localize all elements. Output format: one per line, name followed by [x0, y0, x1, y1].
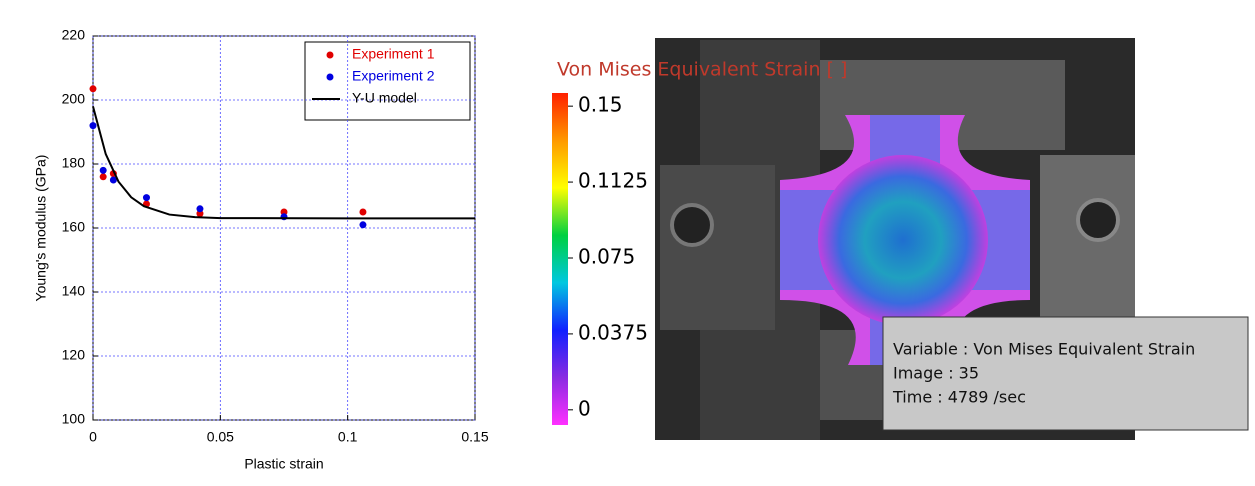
- x-tick-label: 0.1: [338, 429, 358, 445]
- info-line: Image : 35: [893, 364, 979, 383]
- data-point: [196, 205, 204, 213]
- legend-swatch: [326, 73, 334, 81]
- colorbar-tick-label: 0.075: [578, 244, 635, 268]
- y-axis-label: Young's modulus (GPa): [33, 155, 49, 302]
- y-tick-label: 120: [62, 347, 86, 363]
- grip: [660, 165, 775, 330]
- data-point: [99, 173, 107, 181]
- data-point: [99, 166, 107, 174]
- y-tick-label: 200: [62, 91, 86, 107]
- colorbar-tick-label: 0.15: [578, 93, 623, 117]
- data-point: [89, 85, 97, 93]
- specimen-center: [818, 155, 988, 325]
- y-tick-label: 100: [62, 411, 86, 427]
- data-point: [89, 122, 97, 130]
- legend-swatch: [326, 51, 334, 59]
- y-tick-label: 140: [62, 283, 86, 299]
- data-point: [196, 210, 204, 218]
- data-point: [280, 208, 288, 216]
- y-tick-label: 220: [62, 27, 86, 43]
- x-tick-label: 0: [89, 429, 97, 445]
- data-point: [280, 213, 288, 221]
- y-tick-label: 180: [62, 155, 86, 171]
- data-point: [359, 208, 367, 216]
- right-panel: Von Mises Equivalent Strain [ ] 0.15 0.11…: [552, 38, 1249, 440]
- colorbar-title: Von Mises Equivalent Strain [ ]: [557, 59, 847, 81]
- left-chart: Plastic strain Young's modulus (GPa) 0 0.…: [33, 27, 489, 472]
- x-tick-label: 0.15: [461, 429, 488, 445]
- data-point: [142, 194, 150, 202]
- legend-label: Y-U model: [352, 90, 417, 106]
- info-line: Variable : Von Mises Equivalent Strain: [893, 340, 1195, 359]
- colorbar-tick-label: 0: [578, 396, 591, 420]
- info-box: [882, 316, 1249, 431]
- bolt: [1076, 198, 1120, 242]
- colorbar: [552, 93, 568, 425]
- info-line: Time : 4789 /sec: [892, 388, 1026, 407]
- legend-label: Experiment 2: [352, 68, 435, 84]
- x-axis-label: Plastic strain: [244, 456, 323, 472]
- bolt: [670, 203, 714, 247]
- data-point: [359, 221, 367, 229]
- model-line: [92, 106, 475, 220]
- grip: [1040, 155, 1135, 325]
- colorbar-tick-label: 0.1125: [578, 169, 648, 193]
- data-point: [109, 176, 117, 184]
- y-tick-label: 160: [62, 219, 86, 235]
- colorbar-tick-label: 0.0375: [578, 320, 648, 344]
- x-tick-label: 0.05: [207, 429, 234, 445]
- legend-label: Experiment 1: [352, 46, 435, 62]
